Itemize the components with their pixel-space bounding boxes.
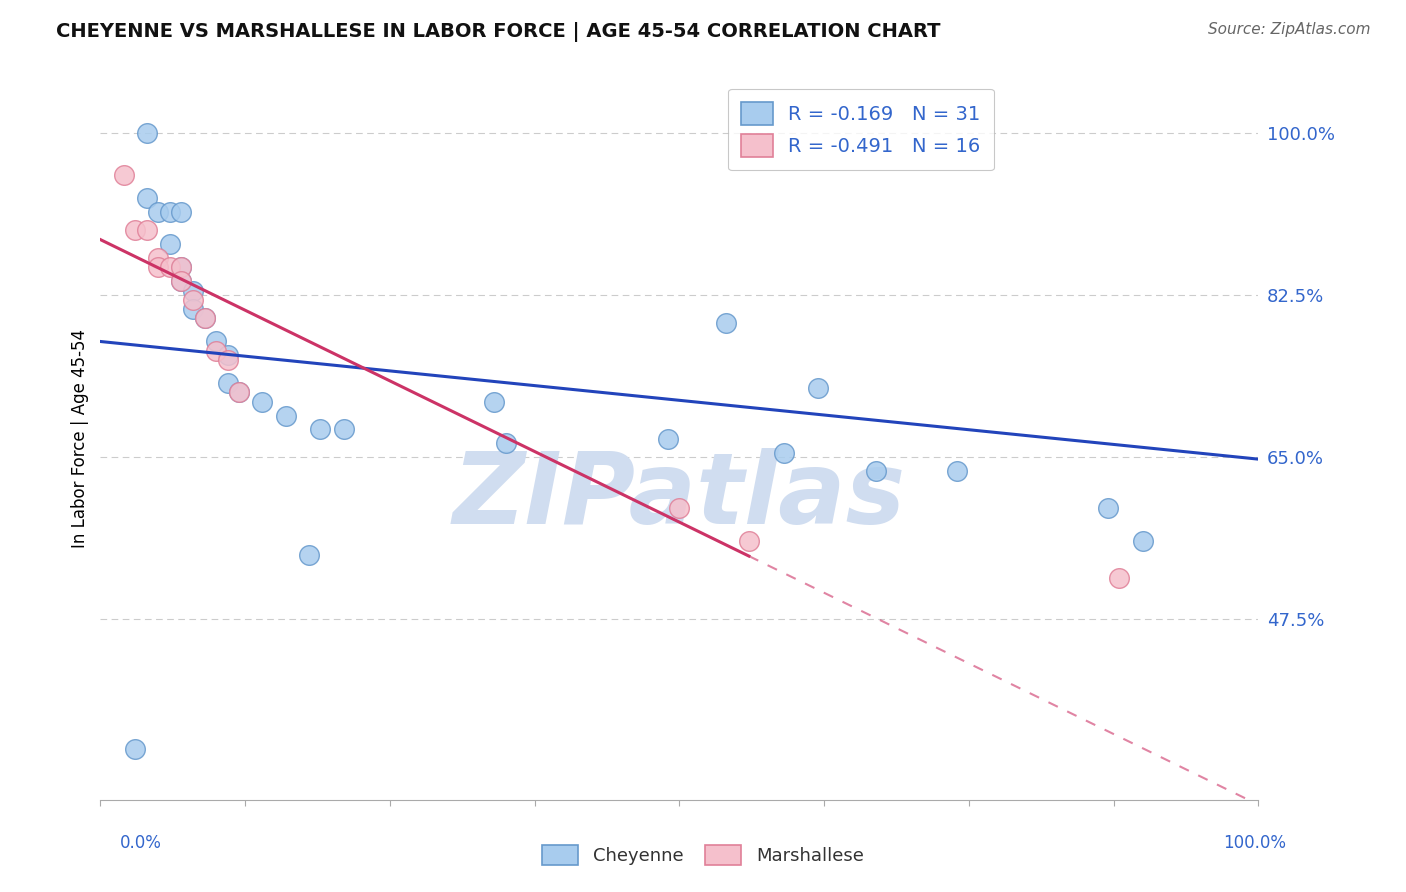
Point — [194, 311, 217, 326]
Point — [124, 742, 146, 756]
Point — [657, 432, 679, 446]
Text: 100.0%: 100.0% — [1223, 834, 1286, 852]
Point — [112, 168, 135, 182]
Point — [217, 376, 239, 391]
Legend: R = -0.169   N = 31, R = -0.491   N = 16: R = -0.169 N = 31, R = -0.491 N = 16 — [728, 88, 994, 170]
Point — [170, 274, 193, 288]
Point — [170, 204, 193, 219]
Point — [135, 191, 157, 205]
Point — [205, 334, 228, 349]
Point — [148, 204, 170, 219]
Point — [772, 445, 794, 459]
Point — [181, 301, 204, 316]
Point — [1108, 571, 1130, 585]
Point — [205, 343, 228, 358]
Point — [217, 348, 239, 362]
Point — [159, 260, 181, 275]
Point — [159, 237, 181, 252]
Text: Source: ZipAtlas.com: Source: ZipAtlas.com — [1208, 22, 1371, 37]
Point — [865, 464, 887, 478]
Point — [298, 548, 321, 562]
Point — [228, 385, 250, 400]
Point — [148, 260, 170, 275]
Point — [170, 260, 193, 275]
Point — [135, 126, 157, 140]
Point — [495, 436, 517, 450]
Point — [170, 260, 193, 275]
Point — [946, 464, 969, 478]
Point — [148, 251, 170, 265]
Point — [714, 316, 737, 330]
Point — [309, 422, 332, 436]
Point — [1097, 501, 1119, 516]
Point — [181, 293, 204, 307]
Point — [1132, 533, 1154, 548]
Text: ZIPatlas: ZIPatlas — [453, 448, 905, 545]
Point — [482, 394, 505, 409]
Point — [668, 501, 690, 516]
Point — [181, 284, 204, 298]
Point — [274, 409, 297, 423]
Legend: Cheyenne, Marshallese: Cheyenne, Marshallese — [536, 838, 870, 872]
Text: CHEYENNE VS MARSHALLESE IN LABOR FORCE | AGE 45-54 CORRELATION CHART: CHEYENNE VS MARSHALLESE IN LABOR FORCE |… — [56, 22, 941, 42]
Point — [807, 381, 830, 395]
Point — [159, 204, 181, 219]
Point — [332, 422, 354, 436]
Text: 0.0%: 0.0% — [120, 834, 162, 852]
Point — [124, 223, 146, 237]
Point — [738, 533, 761, 548]
Point — [228, 385, 250, 400]
Point — [170, 274, 193, 288]
Y-axis label: In Labor Force | Age 45-54: In Labor Force | Age 45-54 — [72, 329, 89, 549]
Point — [194, 311, 217, 326]
Point — [217, 353, 239, 368]
Point — [252, 394, 274, 409]
Point — [135, 223, 157, 237]
